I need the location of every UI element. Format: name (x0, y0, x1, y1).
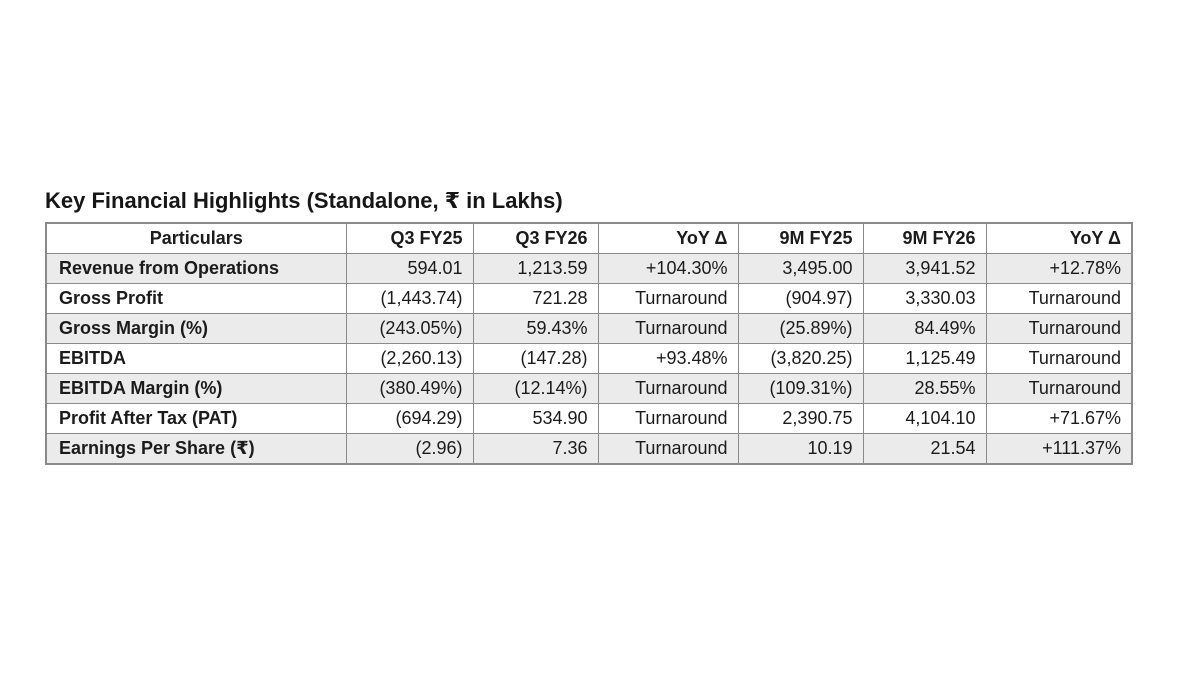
cell-value: Turnaround (597, 433, 739, 465)
cell-value: 2,390.75 (737, 403, 864, 434)
cell-value: 21.54 (862, 433, 987, 465)
table-row: EBITDA (2,260.13) (147.28) +93.48% (3,820.25… (45, 343, 1133, 374)
cell-value: (1,443.74) (345, 283, 474, 314)
cell-value: Turnaround (985, 283, 1133, 314)
table-row: Gross Margin (%) (243.05%) 59.43% Turnaroun… (45, 313, 1133, 344)
cell-value: 4,104.10 (862, 403, 987, 434)
cell-value: (2.96) (345, 433, 474, 465)
column-header-3: YoY Δ (597, 222, 739, 254)
cell-value: 1,213.59 (472, 253, 599, 284)
cell-value: Turnaround (597, 283, 739, 314)
cell-value: (25.89%) (737, 313, 864, 344)
column-header-2: Q3 FY26 (472, 222, 599, 254)
cell-value: Turnaround (985, 313, 1133, 344)
row-label: Gross Profit (45, 283, 347, 314)
cell-value: +12.78% (985, 253, 1133, 284)
cell-value: 3,941.52 (862, 253, 987, 284)
cell-value: (147.28) (472, 343, 599, 374)
table-row: EBITDA Margin (%) (380.49%) (12.14%) Turnar… (45, 373, 1133, 404)
cell-value: (243.05%) (345, 313, 474, 344)
cell-value: +104.30% (597, 253, 739, 284)
cell-value: 10.19 (737, 433, 864, 465)
row-label: Revenue from Operations (45, 253, 347, 284)
cell-value: Turnaround (597, 373, 739, 404)
cell-value: 3,495.00 (737, 253, 864, 284)
cell-value: 1,125.49 (862, 343, 987, 374)
cell-value: +93.48% (597, 343, 739, 374)
table-row: Gross Profit (1,443.74) 721.28 Turnaround (9… (45, 283, 1133, 314)
cell-value: 3,330.03 (862, 283, 987, 314)
table-row: Earnings Per Share (₹) (2.96) 7.36 Turnarou… (45, 433, 1133, 465)
cell-value: Turnaround (985, 373, 1133, 404)
cell-value: (380.49%) (345, 373, 474, 404)
row-label: Gross Margin (%) (45, 313, 347, 344)
cell-value: (3,820.25) (737, 343, 864, 374)
table-body: Revenue from Operations 594.01 1,213.59 +10… (45, 253, 1133, 465)
column-header-5: 9M FY26 (862, 222, 987, 254)
financial-highlights-table: Particulars Q3 FY25 Q3 FY26 YoY Δ 9M FY25 9M … (45, 222, 1133, 465)
column-header-0: Particulars (45, 222, 347, 254)
cell-value: 59.43% (472, 313, 599, 344)
cell-value: 534.90 (472, 403, 599, 434)
row-label: Profit After Tax (PAT) (45, 403, 347, 434)
table-row: Revenue from Operations 594.01 1,213.59 +10… (45, 253, 1133, 284)
cell-value: (109.31%) (737, 373, 864, 404)
table-row: Profit After Tax (PAT) (694.29) 534.90 Turn… (45, 403, 1133, 434)
column-header-6: YoY Δ (985, 222, 1133, 254)
column-header-4: 9M FY25 (737, 222, 864, 254)
table-header-row: Particulars Q3 FY25 Q3 FY26 YoY Δ 9M FY25 9M … (45, 222, 1133, 254)
cell-value: Turnaround (597, 403, 739, 434)
row-label: Earnings Per Share (₹) (45, 433, 347, 465)
cell-value: 28.55% (862, 373, 987, 404)
column-header-1: Q3 FY25 (345, 222, 474, 254)
cell-value: (12.14%) (472, 373, 599, 404)
page-title: Key Financial Highlights (Standalone, ₹ … (45, 188, 563, 213)
cell-value: (904.97) (737, 283, 864, 314)
row-label: EBITDA (45, 343, 347, 374)
cell-value: Turnaround (597, 313, 739, 344)
cell-value: (694.29) (345, 403, 474, 434)
cell-value: 84.49% (862, 313, 987, 344)
cell-value: 594.01 (345, 253, 474, 284)
cell-value: 721.28 (472, 283, 599, 314)
cell-value: +111.37% (985, 433, 1133, 465)
cell-value: +71.67% (985, 403, 1133, 434)
cell-value: (2,260.13) (345, 343, 474, 374)
cell-value: 7.36 (472, 433, 599, 465)
cell-value: Turnaround (985, 343, 1133, 374)
row-label: EBITDA Margin (%) (45, 373, 347, 404)
